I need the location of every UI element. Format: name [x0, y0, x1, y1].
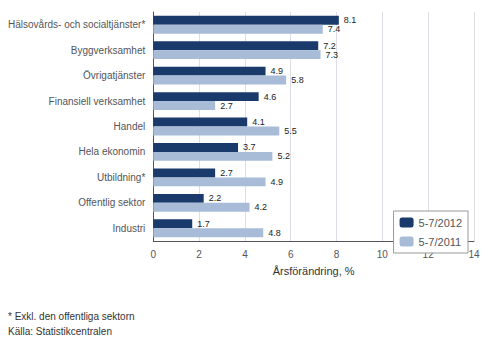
svg-text:14: 14: [468, 249, 480, 260]
svg-text:4.6: 4.6: [264, 92, 277, 102]
svg-text:5.8: 5.8: [291, 75, 304, 85]
svg-text:Hälsovårds- och socialtjänster: Hälsovårds- och socialtjänster*: [8, 19, 145, 30]
svg-text:6: 6: [288, 249, 294, 260]
svg-text:4: 4: [242, 249, 248, 260]
svg-text:Industri: Industri: [112, 223, 145, 234]
svg-text:Källa: Statistikcentralen: Källa: Statistikcentralen: [8, 326, 112, 337]
svg-text:4.2: 4.2: [254, 202, 267, 212]
svg-text:Årsförändring, %: Årsförändring, %: [273, 265, 355, 277]
svg-text:5.2: 5.2: [277, 151, 290, 161]
svg-text:2.7: 2.7: [220, 101, 233, 111]
svg-text:10: 10: [377, 249, 389, 260]
svg-text:2: 2: [196, 249, 202, 260]
svg-text:8: 8: [334, 249, 340, 260]
svg-text:3.7: 3.7: [243, 142, 256, 152]
svg-text:5-7/2012: 5-7/2012: [419, 217, 462, 229]
svg-text:Övrigatjänster: Övrigatjänster: [83, 70, 146, 81]
svg-text:8.1: 8.1: [344, 15, 357, 25]
svg-text:4.9: 4.9: [271, 177, 284, 187]
svg-text:7.2: 7.2: [323, 40, 336, 51]
svg-text:12: 12: [422, 248, 434, 260]
svg-text:* Exkl. den offentliga sektorn: * Exkl. den offentliga sektorn: [8, 311, 135, 322]
svg-text:7.4: 7.4: [328, 24, 341, 34]
svg-text:Byggverksamhet: Byggverksamhet: [71, 45, 146, 56]
svg-text:Utbildning*: Utbildning*: [97, 172, 145, 183]
svg-text:2.2: 2.2: [209, 193, 222, 203]
svg-text:5.5: 5.5: [284, 126, 297, 136]
svg-text:4.1: 4.1: [252, 117, 265, 127]
svg-text:0: 0: [150, 249, 156, 260]
svg-text:Hela ekonomin: Hela ekonomin: [79, 146, 146, 157]
svg-text:Handel: Handel: [114, 121, 146, 132]
svg-text:5-7/2011: 5-7/2011: [419, 236, 462, 248]
svg-text:1.7: 1.7: [197, 219, 210, 229]
svg-text:2.7: 2.7: [220, 168, 233, 178]
svg-text:4.8: 4.8: [268, 228, 281, 238]
svg-text:Offentlig sektor: Offentlig sektor: [78, 197, 146, 208]
svg-text:7.3: 7.3: [326, 50, 339, 60]
svg-text:Finansiell verksamhet: Finansiell verksamhet: [49, 96, 146, 107]
svg-text:4.9: 4.9: [271, 66, 284, 76]
